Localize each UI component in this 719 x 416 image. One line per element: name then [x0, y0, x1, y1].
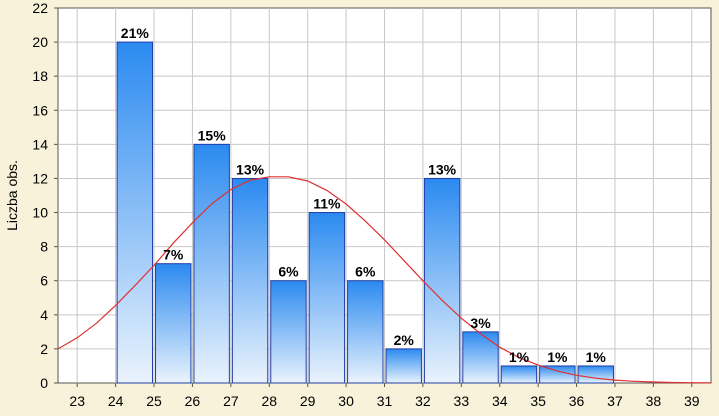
- y-tick-label: 14: [32, 136, 48, 152]
- histogram-bar: [423, 177, 461, 384]
- y-tick-label: 10: [32, 205, 48, 221]
- x-tick-label: 25: [146, 393, 162, 409]
- histogram-bar: [193, 143, 230, 384]
- x-tick-label: 31: [377, 393, 393, 409]
- histogram-bar: [116, 41, 154, 384]
- histogram-bar: [155, 263, 192, 384]
- x-tick-label: 33: [454, 393, 470, 409]
- histogram-bar: [462, 331, 499, 384]
- x-axis-ticks: 23 24 25 26 27 28 29 30 31 32 33 34 35 36 37 38 39: [69, 383, 700, 409]
- bar-percent-label: 13%: [236, 161, 265, 177]
- normal-curve: [57, 176, 712, 384]
- y-tick-label: 2: [40, 341, 48, 357]
- bar-percent-label: 1%: [547, 349, 568, 365]
- x-tick-label: 32: [415, 393, 431, 409]
- bar-percent-label: 13%: [428, 161, 457, 177]
- y-tick-label: 12: [32, 170, 48, 186]
- x-tick-label: 37: [607, 393, 623, 409]
- x-tick-label: 39: [684, 393, 700, 409]
- histogram-bar: [231, 177, 269, 384]
- bar-percent-label: 1%: [586, 349, 607, 365]
- bar-percent-label: 2%: [394, 332, 415, 348]
- bar-percent-label: 3%: [470, 315, 491, 331]
- bar-percent-label: 7%: [163, 247, 184, 263]
- x-tick-label: 27: [223, 393, 239, 409]
- bar-percent-label: 15%: [198, 127, 227, 143]
- y-tick-label: 18: [32, 68, 48, 84]
- x-tick-label: 34: [492, 393, 508, 409]
- y-tick-label: 0: [40, 375, 48, 391]
- y-tick-label: 16: [32, 102, 48, 118]
- grid-lines: [58, 8, 711, 383]
- histogram-bar: [270, 280, 307, 384]
- x-tick-label: 35: [530, 393, 546, 409]
- bar-percent-label: 6%: [278, 264, 299, 280]
- x-tick-label: 36: [569, 393, 585, 409]
- bars: [116, 41, 614, 384]
- histogram-bar: [385, 348, 422, 384]
- histogram-bar: [347, 280, 384, 384]
- y-tick-label: 4: [40, 307, 48, 323]
- x-tick-label: 23: [69, 393, 85, 409]
- x-tick-label: 26: [185, 393, 201, 409]
- bar-percent-label: 6%: [355, 264, 376, 280]
- y-axis-ticks: 0 2 4 6 8 10 12 14 16 18 20 22: [32, 0, 58, 391]
- x-tick-label: 29: [300, 393, 316, 409]
- x-tick-label: 28: [261, 393, 277, 409]
- histogram-bar: [308, 212, 346, 384]
- data-labels: 21% 7% 15% 13% 6% 11% 6% 2% 13% 3% 1% 1% 1%: [121, 25, 607, 365]
- y-tick-label: 20: [32, 34, 48, 50]
- y-tick-label: 22: [32, 0, 48, 16]
- bar-percent-label: 11%: [313, 196, 341, 212]
- x-tick-label: 38: [646, 393, 662, 409]
- x-tick-label: 24: [108, 393, 124, 409]
- bar-percent-label: 1%: [509, 349, 530, 365]
- histogram-bar: [500, 365, 538, 384]
- x-tick-label: 30: [338, 393, 354, 409]
- bar-percent-label: 21%: [121, 25, 150, 41]
- y-tick-label: 6: [40, 273, 48, 289]
- y-tick-label: 8: [40, 239, 48, 255]
- y-axis-label: Liczba obs.: [4, 160, 20, 231]
- histogram-bar: [577, 365, 614, 384]
- histogram-bar: [539, 365, 576, 384]
